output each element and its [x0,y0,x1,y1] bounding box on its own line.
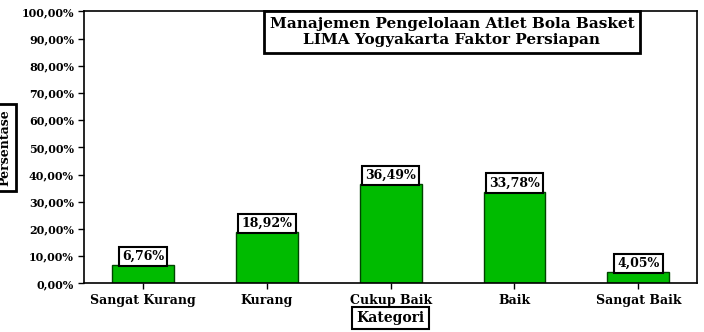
X-axis label: Kategori: Kategori [357,311,425,325]
Text: 36,49%: 36,49% [365,169,416,182]
Bar [236,232,298,284]
Bar [484,192,546,284]
Text: Persentase: Persentase [0,109,11,186]
Bar [608,273,670,284]
Text: Manajemen Pengelolaan Atlet Bola Basket
LIMA Yogyakarta Faktor Persiapan: Manajemen Pengelolaan Atlet Bola Basket … [270,17,634,47]
Text: 33,78%: 33,78% [489,176,540,189]
Bar [360,184,422,284]
Text: 4,05%: 4,05% [617,257,660,270]
Text: 6,76%: 6,76% [122,250,164,263]
Text: 18,92%: 18,92% [241,217,292,230]
Bar [112,265,174,284]
